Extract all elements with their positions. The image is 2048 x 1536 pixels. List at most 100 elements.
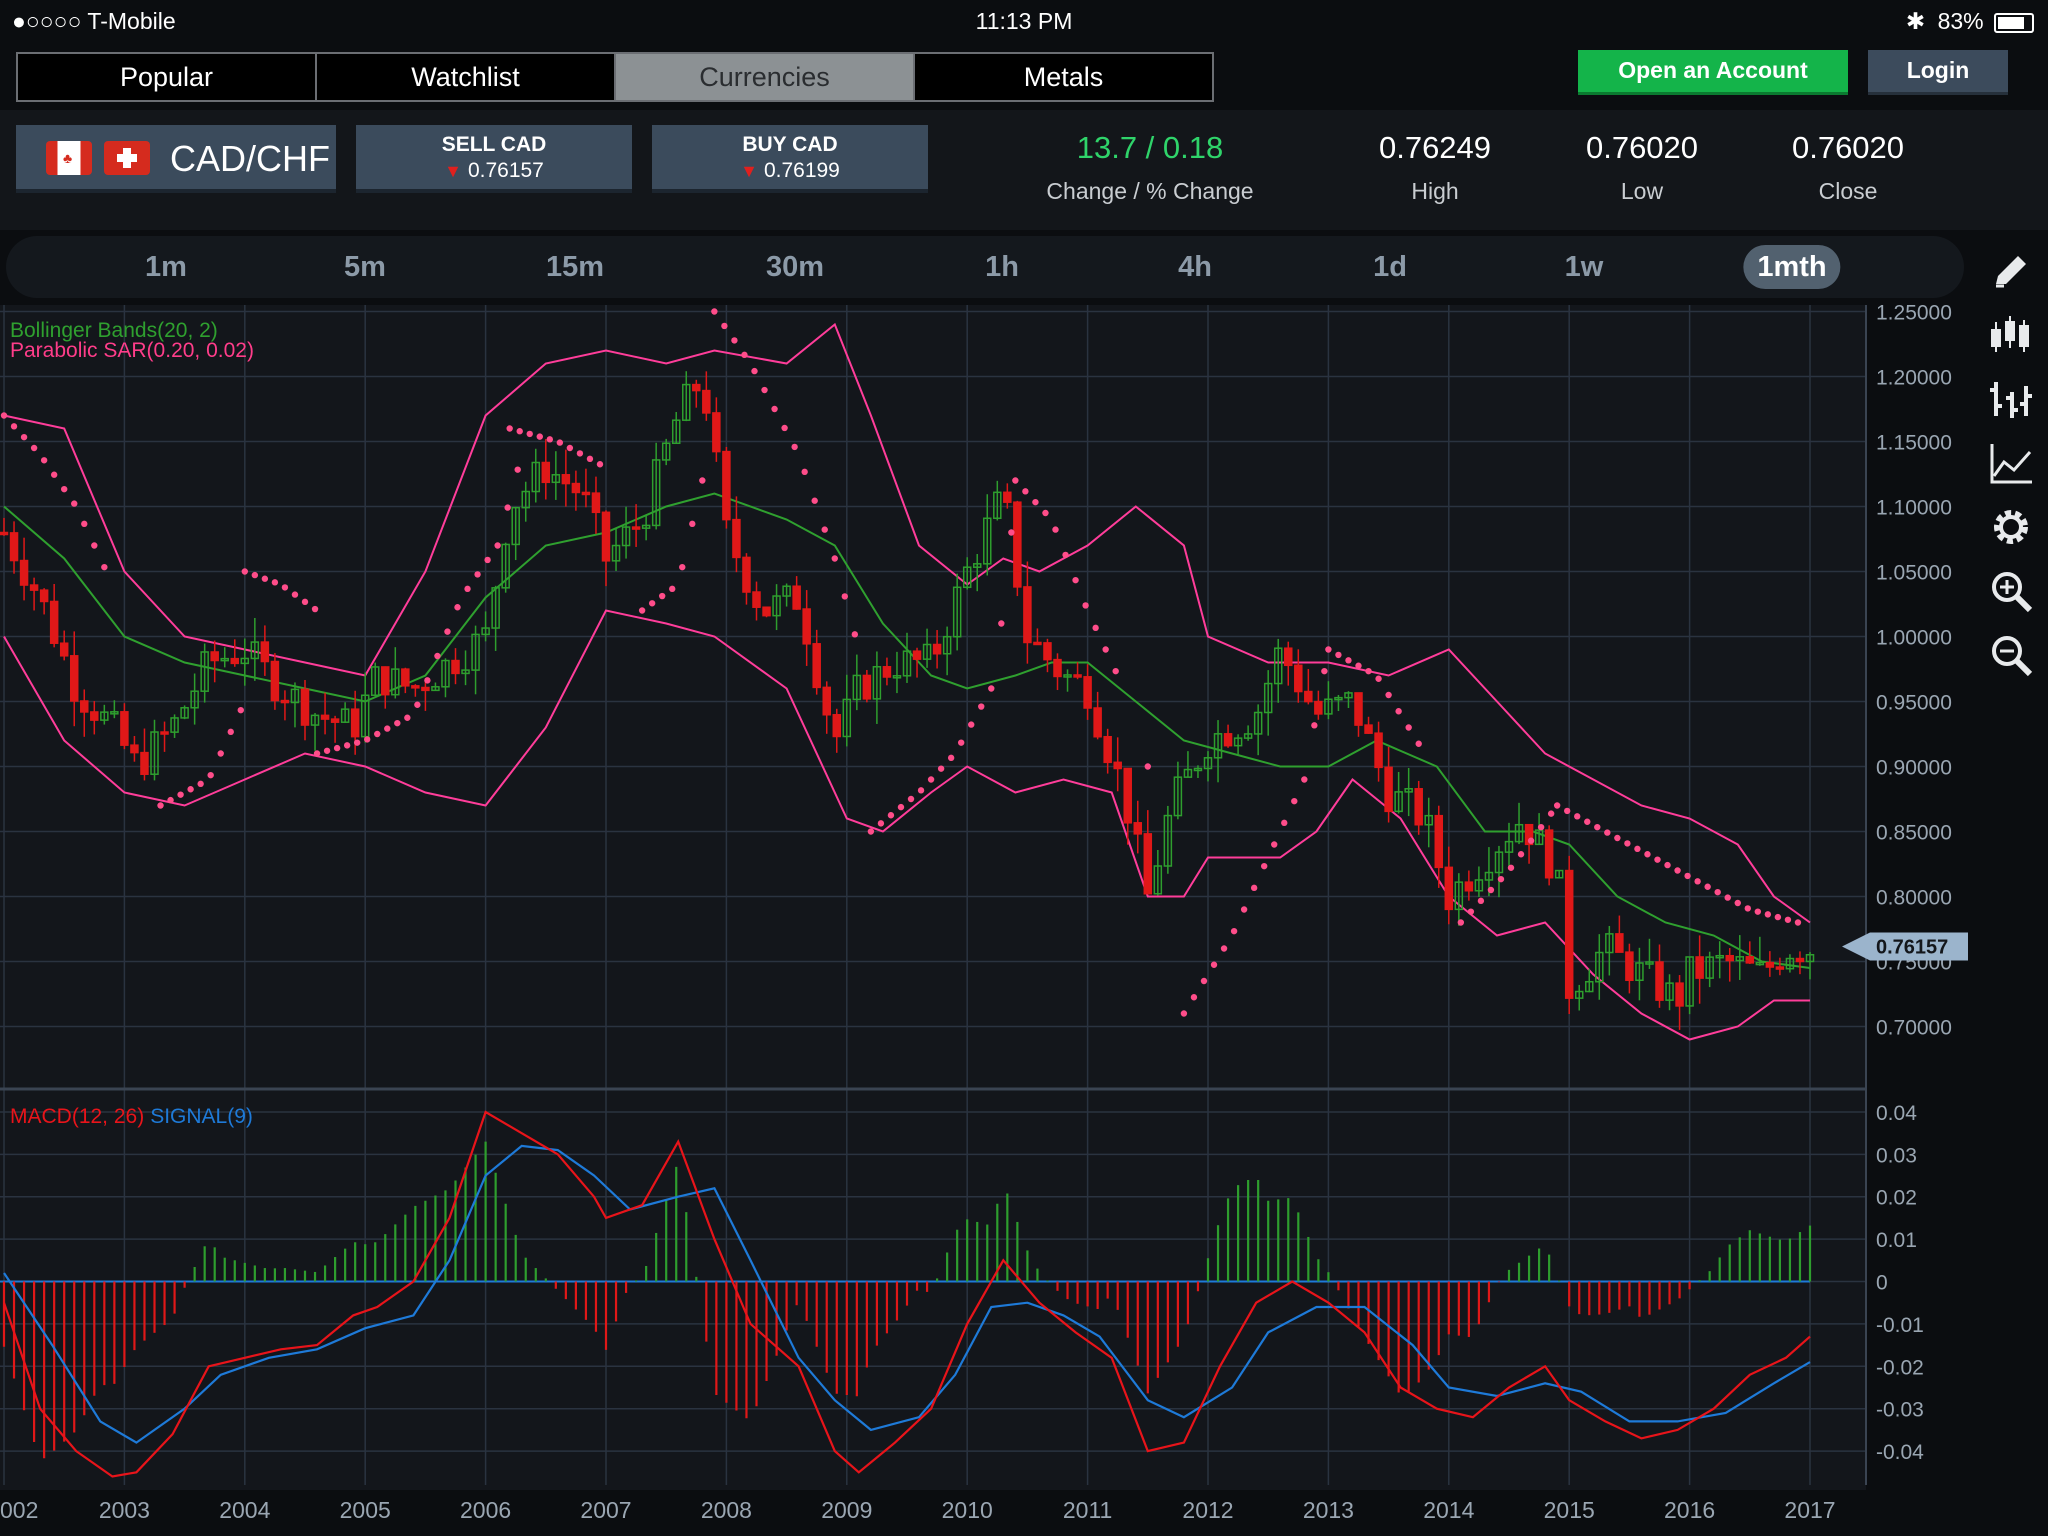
timeframe-1m[interactable]: 1m — [145, 251, 187, 283]
candle-body — [471, 633, 480, 671]
candle-body — [180, 707, 189, 719]
zoom-out-icon[interactable] — [1988, 632, 2034, 678]
open-account-button[interactable]: Open an Account — [1578, 50, 1848, 92]
price-chart[interactable]: 1.25000 1.20000 1.15000 1.10000 1.05000 1.000… — [0, 305, 1972, 1536]
sar-dot — [699, 477, 706, 484]
sar-dot — [1664, 861, 1671, 869]
timeframe-1h[interactable]: 1h — [985, 251, 1019, 283]
tab-metals[interactable]: Metals — [915, 54, 1212, 100]
sar-dot — [444, 628, 451, 635]
macd-tick-label: 0.02 — [1876, 1187, 1917, 1210]
time-tick-label: 2015 — [1544, 1497, 1595, 1523]
timeframe-1w[interactable]: 1w — [1564, 251, 1604, 283]
sar-dot — [1180, 1010, 1188, 1017]
sar-dot — [1335, 651, 1342, 659]
candle-body — [1213, 733, 1223, 759]
candle-body — [1795, 957, 1805, 963]
macd-tick-label: 0.03 — [1876, 1144, 1917, 1167]
candle-body — [1354, 692, 1363, 726]
sar-dot — [1744, 905, 1751, 912]
sar-dot — [791, 443, 798, 451]
sar-dot — [1395, 708, 1402, 715]
time-tick-label: 2012 — [1182, 1497, 1233, 1523]
sar-dot — [1012, 477, 1019, 484]
sar-dot — [1022, 488, 1029, 495]
candle-body — [370, 666, 380, 696]
tab-currencies[interactable]: Currencies — [616, 54, 915, 100]
sar-dot — [0, 412, 8, 419]
candle-body — [892, 675, 902, 679]
down-arrow-icon: ▼ — [740, 161, 758, 181]
candle-body — [1685, 956, 1694, 1007]
sar-dot — [1764, 911, 1772, 918]
candle-body — [962, 566, 972, 589]
candle-body — [1063, 674, 1072, 678]
candle-body — [641, 524, 651, 529]
sar-dot — [414, 701, 421, 708]
sar-dot — [669, 585, 676, 593]
time-axis: 002 2003 2004 2005 2006 2007 2008 2009 2010 2011 2… — [0, 1497, 1836, 1523]
price-tick-label: 0.95000 — [1876, 692, 1952, 715]
sar-dot — [648, 600, 656, 607]
sar-legend: Parabolic SAR(0.20, 0.02) — [10, 339, 254, 362]
sar-dot — [1507, 864, 1515, 871]
candle-body — [270, 660, 280, 702]
timeframe-4h[interactable]: 4h — [1178, 251, 1212, 283]
candle-body — [1735, 956, 1745, 962]
sar-dot — [474, 571, 481, 578]
candle-body — [762, 606, 771, 617]
candle-body — [611, 544, 621, 562]
timeframe-1mth[interactable]: 1mth — [1743, 245, 1841, 289]
ohlc-bars-icon[interactable] — [1988, 376, 2034, 422]
buy-button[interactable]: BUY CAD ▼ 0.76199 — [652, 125, 928, 193]
sar-dot — [887, 812, 895, 819]
candle-body — [661, 442, 671, 461]
candle-body — [601, 511, 611, 562]
sar-dot — [1102, 646, 1109, 653]
sar-dot — [851, 631, 859, 638]
timeframe-1d[interactable]: 1d — [1373, 251, 1407, 283]
candle-body — [993, 491, 1002, 520]
candle-body — [1494, 851, 1504, 874]
sar-dot — [313, 750, 321, 757]
sar-dot — [811, 497, 818, 504]
sar-dot — [907, 795, 915, 803]
candle-body — [1514, 823, 1524, 843]
sar-dot — [424, 677, 431, 684]
timeframe-5m[interactable]: 5m — [344, 251, 386, 283]
candle-body — [80, 700, 89, 713]
battery-label: ✱ 83% — [1906, 8, 2034, 35]
candle-body — [1033, 641, 1042, 646]
candle-body — [1243, 733, 1253, 739]
pencil-icon[interactable] — [1988, 248, 2034, 294]
candle-body — [381, 666, 390, 696]
candle-body — [1364, 724, 1373, 734]
sar-dot — [741, 351, 748, 359]
line-chart-icon[interactable] — [1988, 440, 2034, 486]
sar-dot — [237, 706, 244, 714]
tab-watchlist[interactable]: Watchlist — [317, 54, 616, 100]
macd-line — [2, 1110, 1811, 1478]
candlestick-icon[interactable] — [1988, 312, 2034, 358]
sell-button[interactable]: SELL CAD ▼ 0.76157 — [356, 125, 632, 193]
pair-name: CAD/CHF — [170, 138, 330, 179]
timeframe-30m[interactable]: 30m — [765, 251, 825, 283]
quote-bar — [0, 110, 2048, 230]
zoom-in-icon[interactable] — [1988, 568, 2034, 614]
sar-dot — [1604, 829, 1611, 836]
gear-icon[interactable] — [1988, 504, 2034, 550]
low-stat: 0.76020 Low — [1547, 130, 1737, 205]
price-tick-label: 0.85000 — [1876, 822, 1952, 845]
candle-body — [922, 643, 932, 660]
tab-popular[interactable]: Popular — [18, 54, 317, 100]
timeframe-15m[interactable]: 15m — [545, 251, 605, 283]
login-button[interactable]: Login — [1868, 50, 2008, 92]
high-stat: 0.76249 High — [1340, 130, 1530, 205]
sar-dot — [1405, 724, 1412, 731]
candle-body — [1444, 866, 1454, 911]
macd-tick-label: 0.04 — [1876, 1102, 1917, 1125]
status-bar: ●○○○○ T-Mobile 11:13 PM ✱ 83% — [0, 0, 2048, 42]
candle-body — [1715, 954, 1724, 959]
sar-dot — [343, 742, 351, 749]
pair-selector[interactable]: ♣ CAD/CHF — [16, 125, 336, 193]
